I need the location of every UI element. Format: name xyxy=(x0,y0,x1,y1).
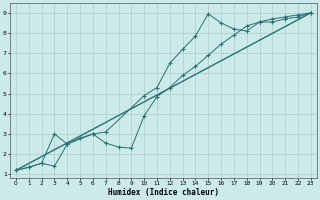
X-axis label: Humidex (Indice chaleur): Humidex (Indice chaleur) xyxy=(108,188,219,197)
